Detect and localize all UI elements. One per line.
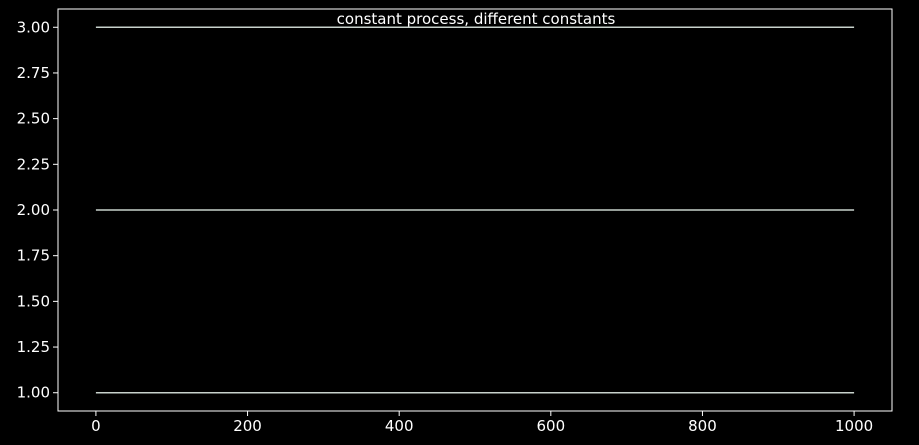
y-tick-label: 1.75: [17, 247, 50, 265]
x-tick-label: 800: [688, 417, 717, 435]
y-tick-label: 2.00: [17, 201, 50, 219]
y-tick-label: 3.00: [17, 18, 50, 36]
x-axis: 0 200 400 600 800 1000: [91, 411, 873, 435]
y-tick-label: 2.25: [17, 155, 50, 173]
series-layer: [95, 26, 855, 394]
x-tick-label: 200: [233, 417, 262, 435]
y-tick-label: 2.75: [17, 64, 50, 82]
y-tick-label: 1.00: [17, 384, 50, 402]
x-tick-label: 600: [536, 417, 565, 435]
y-tick-label: 2.50: [17, 110, 50, 128]
y-tick-label: 1.25: [17, 338, 50, 356]
chart-title: constant process, different constants: [337, 10, 616, 28]
x-tick-label: 1000: [835, 417, 873, 435]
x-tick-label: 0: [91, 417, 101, 435]
x-tick-label: 400: [385, 417, 414, 435]
y-tick-label: 1.50: [17, 292, 50, 310]
y-axis: 1.00 1.25 1.50 1.75 2.00 2.25 2.50 2.75 3.00: [17, 18, 58, 402]
